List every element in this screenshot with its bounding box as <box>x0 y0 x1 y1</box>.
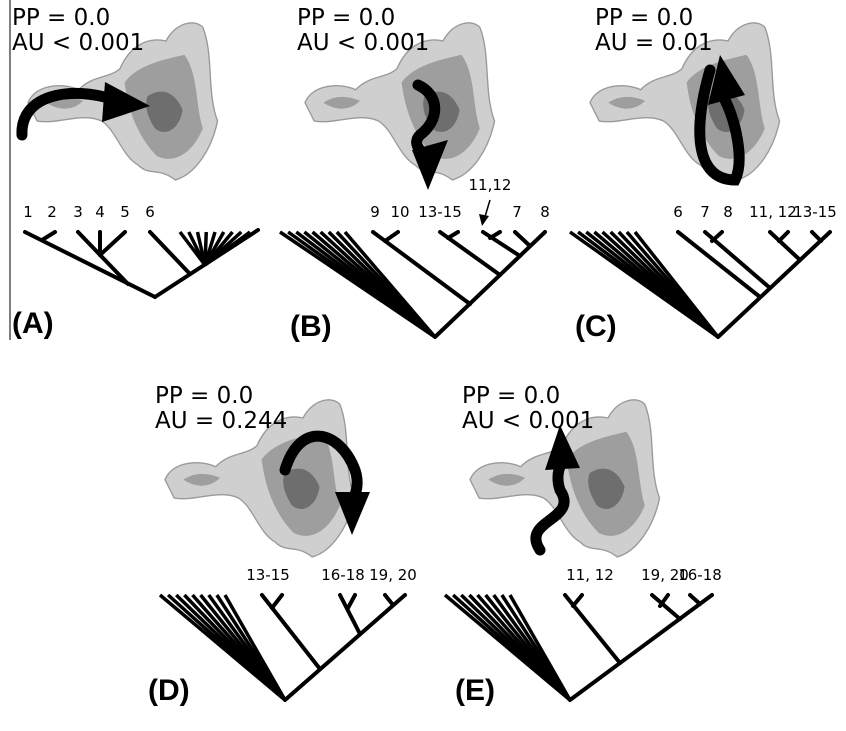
tree <box>373 232 545 337</box>
tip-annotation: 11,12 <box>469 176 512 194</box>
tip-label: 3 <box>73 203 83 221</box>
figure: PP = 0.0AU < 0.001(A)123456PP = 0.0AU < … <box>0 0 846 731</box>
tip-label: 2 <box>47 203 57 221</box>
tree <box>262 595 405 700</box>
tip-label: 16-18 <box>678 566 722 584</box>
tip-label: 8 <box>723 203 733 221</box>
tip-label: 13-15 <box>793 203 837 221</box>
tip-label: 5 <box>120 203 130 221</box>
pp-value: PP = 0.0 <box>297 5 395 31</box>
tip-label: 10 <box>390 203 409 221</box>
pp-value: PP = 0.0 <box>12 5 110 31</box>
au-value: AU = 0.01 <box>595 30 713 56</box>
pp-value: PP = 0.0 <box>595 5 693 31</box>
panel-label: (D) <box>148 674 190 707</box>
tip-label: 11, 12 <box>566 566 614 584</box>
tip-label: 6 <box>145 203 155 221</box>
tip-label: 13-15 <box>418 203 462 221</box>
tip-label: 7 <box>512 203 522 221</box>
panel-label: (A) <box>12 307 54 340</box>
tip-label: 9 <box>370 203 380 221</box>
tree <box>25 230 258 297</box>
tip-label: 11, 12 <box>749 203 797 221</box>
tip-label: 4 <box>95 203 105 221</box>
au-value: AU = 0.244 <box>155 408 287 434</box>
tip-label: 1 <box>23 203 33 221</box>
tip-label: 16-18 <box>321 566 365 584</box>
tip-label: 19, 20 <box>369 566 417 584</box>
tip-label: 13-15 <box>246 566 290 584</box>
au-value: AU < 0.001 <box>462 408 594 434</box>
tip-label: 8 <box>540 203 550 221</box>
pp-value: PP = 0.0 <box>462 383 560 409</box>
tip-label: 6 <box>673 203 683 221</box>
au-value: AU < 0.001 <box>297 30 429 56</box>
au-value: AU < 0.001 <box>12 30 144 56</box>
panel-label: (B) <box>290 310 332 343</box>
tree <box>565 595 712 700</box>
tip-label: 7 <box>700 203 710 221</box>
pp-value: PP = 0.0 <box>155 383 253 409</box>
panel-label: (C) <box>575 310 617 343</box>
panel-label: (E) <box>455 674 495 707</box>
annotation-arrow <box>479 200 490 226</box>
